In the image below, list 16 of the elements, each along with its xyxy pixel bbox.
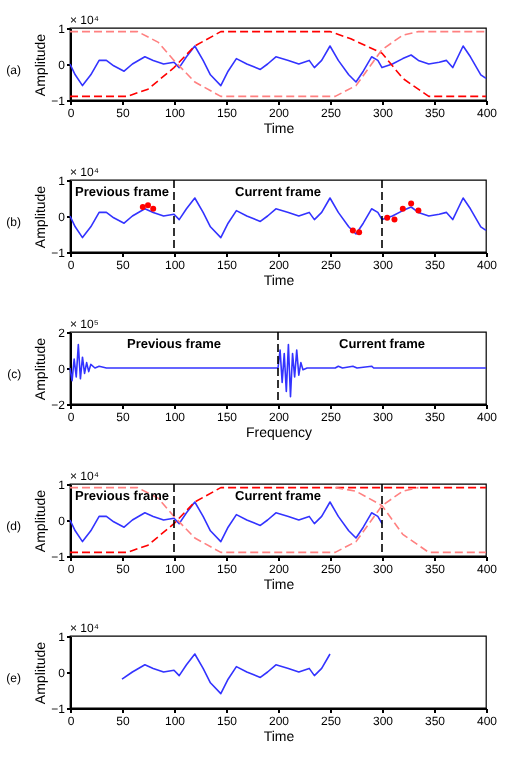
point [150,205,157,212]
point [415,207,422,214]
line-series [69,501,383,543]
point [391,216,398,223]
point [399,205,406,212]
point [356,229,363,236]
point [139,204,146,210]
point [349,227,356,234]
line-series [69,45,487,87]
point [384,214,391,221]
point [408,200,415,207]
point [145,202,151,209]
line-series [69,197,487,239]
line-series [69,486,487,554]
line-series [69,30,487,98]
line-series [121,653,331,695]
